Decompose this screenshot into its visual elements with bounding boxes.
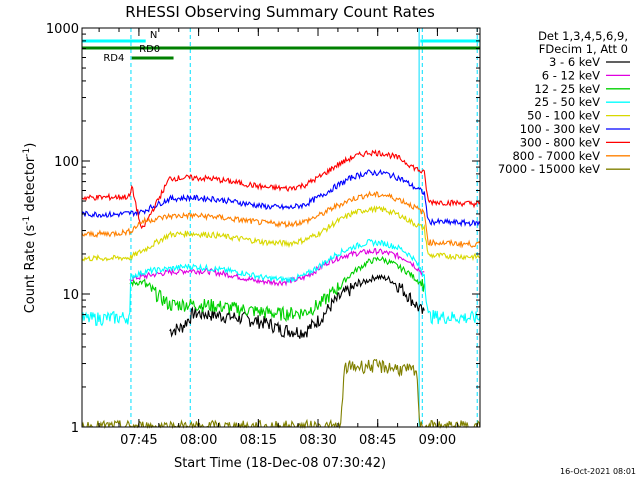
legend-label-2: 12 - 25 keV	[534, 82, 600, 96]
legend-label-1: 6 - 12 keV	[542, 68, 600, 82]
x-axis-ticks: 07:45 08:00 08:15 08:30 08:45 09:00	[98, 28, 478, 448]
series-line-4	[81, 205, 481, 262]
y-axis-label-b: detector	[23, 156, 38, 216]
series-line-7	[81, 190, 481, 249]
series-line-0	[169, 273, 425, 339]
legend-label-6: 300 - 800 keV	[520, 135, 600, 149]
y-axis-label-sup2: -1	[22, 148, 32, 157]
flag-label-rd4: RD4	[103, 53, 124, 64]
y-axis-label-a: Count Rate (s	[23, 225, 38, 314]
legend-label-4: 50 - 100 keV	[527, 109, 600, 123]
legend-label-3: 25 - 50 keV	[534, 95, 600, 109]
x-tick-label-4: 08:45	[359, 433, 396, 448]
y-axis-label: Count Rate (s-1 detector-1)	[22, 143, 38, 314]
flag-label-rd0: RD0	[139, 44, 160, 55]
series-group	[81, 149, 481, 430]
legend-label-0: 3 - 6 keV	[549, 55, 600, 69]
series-line-3	[81, 239, 481, 327]
series-line-1	[129, 248, 425, 287]
series-line-5	[81, 168, 481, 228]
legend-header-1: FDecim 1, Att 0	[539, 42, 628, 56]
x-tick-label-1: 08:00	[180, 433, 217, 448]
legend-label-8: 7000 - 15000 keV	[498, 162, 600, 176]
y-tick-label-0: 1	[71, 421, 79, 436]
legend: Det 1,3,4,5,6,9,FDecim 1, Att 03 - 6 keV…	[498, 29, 630, 176]
vertical-marker-lines	[130, 28, 478, 427]
flag-lines: N RD0 RD4	[82, 30, 480, 64]
x-tick-label-3: 08:30	[299, 433, 336, 448]
x-tick-label-2: 08:15	[240, 433, 277, 448]
series-line-2	[129, 255, 425, 323]
x-axis-label: Start Time (18-Dec-08 07:30:42)	[174, 456, 386, 471]
y-axis-ticks: 1 10 100 1000	[46, 22, 480, 436]
legend-label-7: 800 - 7000 keV	[512, 149, 600, 163]
y-tick-label-1: 10	[62, 288, 79, 303]
series-line-6	[81, 149, 481, 230]
chart-title: RHESSI Observing Summary Count Rates	[125, 3, 435, 21]
series-line-8	[81, 358, 481, 430]
y-tick-label-3: 1000	[46, 22, 79, 37]
y-tick-label-2: 100	[54, 155, 79, 170]
legend-header-0: Det 1,3,4,5,6,9,	[538, 29, 628, 43]
legend-label-5: 100 - 300 keV	[520, 122, 600, 136]
flag-label-n: N	[150, 30, 157, 41]
x-tick-label-5: 09:00	[419, 433, 456, 448]
x-tick-label-0: 07:45	[120, 433, 157, 448]
timestamp: 16-Oct-2021 08:01	[560, 467, 636, 476]
y-axis-label-sup1: -1	[22, 216, 32, 225]
y-axis-label-c: )	[23, 143, 38, 148]
plot-frame	[81, 27, 481, 428]
